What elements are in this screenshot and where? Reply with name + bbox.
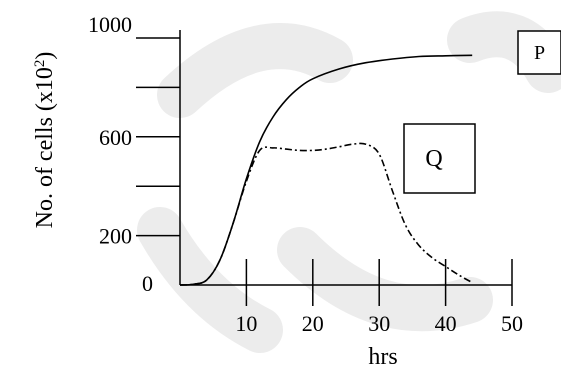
y-tick-label-200: 200 bbox=[99, 224, 132, 249]
legend-label-p: P bbox=[534, 42, 545, 64]
axis-labels: 10 20 30 40 50 0 200 600 1000 bbox=[88, 12, 523, 336]
x-tick-label-20: 20 bbox=[302, 311, 324, 336]
x-tick-label-30: 30 bbox=[368, 311, 390, 336]
y-tick-label-1000: 1000 bbox=[88, 12, 132, 37]
legend-label-q: Q bbox=[425, 146, 442, 172]
legend-box-p: P bbox=[517, 30, 561, 75]
x-tick-label-10: 10 bbox=[235, 311, 257, 336]
legend-box-q: Q bbox=[403, 123, 476, 194]
x-tick-label-40: 40 bbox=[435, 311, 457, 336]
y-axis-title: No. of cells (x102) bbox=[32, 52, 58, 229]
series-lines bbox=[179, 54, 473, 286]
x-tick-label-50: 50 bbox=[501, 311, 523, 336]
ticks bbox=[136, 37, 513, 306]
series-line-q bbox=[179, 142, 473, 286]
watermark bbox=[137, 11, 561, 353]
series-line-p bbox=[179, 54, 473, 286]
y-tick-label-0: 0 bbox=[142, 271, 153, 296]
x-axis-title: hrs bbox=[368, 344, 397, 370]
y-tick-label-600: 600 bbox=[99, 125, 132, 150]
axes bbox=[179, 30, 512, 286]
